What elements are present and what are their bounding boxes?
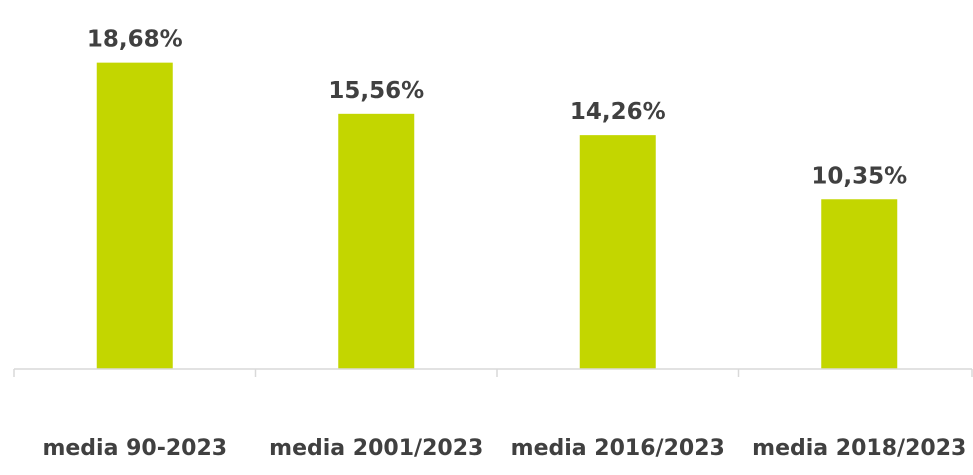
x-tick-label: media 2001/2023 <box>269 436 483 461</box>
data-label: 18,68% <box>87 27 183 53</box>
data-label: 15,56% <box>328 78 424 104</box>
x-tick-label: media 2018/2023 <box>752 436 966 461</box>
data-label: 10,35% <box>811 163 907 189</box>
labels-layer: 18,68% media 90-2023 15,56% media 2001/2023… <box>42 27 966 461</box>
bars-layer <box>96 62 898 369</box>
x-tick-label: media 2016/2023 <box>511 436 725 461</box>
x-axis <box>13 368 973 377</box>
bar <box>338 113 415 369</box>
bar <box>96 62 173 369</box>
bar <box>821 199 898 369</box>
x-tick-label: media 90-2023 <box>42 436 227 461</box>
bar <box>579 135 656 369</box>
data-label: 14,26% <box>570 99 666 125</box>
